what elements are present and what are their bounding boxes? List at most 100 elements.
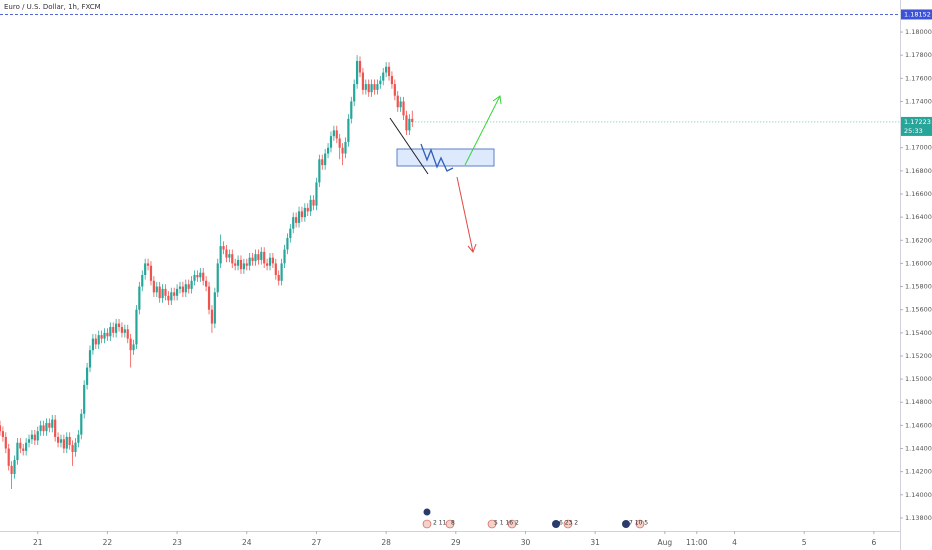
- candle-body: [367, 84, 370, 93]
- candle-body: [277, 274, 280, 281]
- event-icon: [445, 519, 455, 529]
- candle-body: [97, 335, 100, 345]
- candle-body: [51, 419, 54, 428]
- candle-body: [1, 431, 5, 437]
- candle-body: [184, 284, 187, 293]
- candle-body: [239, 259, 243, 270]
- candle-body: [379, 80, 382, 85]
- event-icon: [635, 519, 645, 529]
- candle-body: [329, 136, 333, 148]
- candle-body: [155, 286, 158, 293]
- event-icon: [487, 519, 497, 529]
- event-label: 6 23 2: [559, 520, 578, 527]
- y-tick-label: 1.14000: [905, 491, 932, 499]
- candle-body: [178, 286, 182, 289]
- candle-body: [396, 95, 399, 108]
- event-icon: [423, 508, 431, 516]
- candle-body: [161, 288, 164, 299]
- event-icon: [552, 520, 560, 528]
- candle-body: [129, 338, 132, 351]
- candle-body: [88, 350, 92, 368]
- candle-body: [364, 84, 367, 90]
- candle-body: [30, 434, 34, 440]
- candle-body: [135, 309, 138, 345]
- candle-body: [146, 263, 150, 266]
- candle-body: [205, 280, 208, 287]
- candle-body: [10, 465, 13, 474]
- candle-body: [399, 101, 402, 108]
- event-label: 2 11: [433, 520, 447, 527]
- y-tick-label: 1.17600: [905, 74, 932, 82]
- y-tick-label: 1.16200: [905, 236, 932, 244]
- candle-body: [283, 249, 286, 264]
- price-line-tag: [901, 9, 932, 20]
- candle-body: [68, 436, 71, 446]
- candle-body: [385, 66, 388, 73]
- candle-body: [219, 246, 222, 264]
- candle-body: [382, 72, 385, 81]
- candle-body: [109, 327, 112, 337]
- up-arrow: [464, 95, 501, 166]
- candle-body: [326, 147, 330, 154]
- candle-body: [7, 448, 10, 466]
- candle-body: [225, 249, 228, 258]
- candle-body: [332, 130, 335, 137]
- candle-body: [71, 445, 74, 452]
- candle-body: [236, 259, 240, 266]
- candle-body: [387, 66, 391, 77]
- candle-body: [213, 292, 216, 324]
- candle-body: [16, 442, 19, 461]
- candle-body: [62, 439, 65, 449]
- event-icon: [422, 519, 432, 529]
- candle-body: [39, 425, 42, 432]
- candle-body: [251, 257, 254, 262]
- down-arrow-head: [467, 243, 477, 253]
- candle-body: [25, 442, 28, 451]
- candle-body: [344, 141, 347, 154]
- candle-body: [271, 257, 275, 264]
- candle-body: [280, 263, 283, 281]
- candle-body: [411, 118, 414, 122]
- y-tick-label: 1.14800: [905, 398, 932, 406]
- candle-body: [132, 344, 135, 351]
- y-tick-label: 1.14400: [905, 445, 932, 453]
- candle-body: [126, 329, 129, 339]
- candle-body: [361, 72, 365, 90]
- last-price-label: 1.17223: [904, 118, 931, 126]
- down-arrow: [456, 176, 474, 253]
- candle-body: [45, 423, 48, 432]
- candle-body: [318, 159, 321, 183]
- candle-body: [353, 84, 356, 102]
- candle-body: [303, 207, 306, 218]
- candle-body: [120, 327, 124, 333]
- candle-body: [103, 332, 106, 339]
- candle-body: [324, 153, 327, 166]
- candle-body: [335, 130, 338, 139]
- candle-body: [286, 237, 289, 250]
- candle-body: [306, 207, 309, 212]
- candle-body: [138, 286, 141, 310]
- candle-body: [295, 217, 298, 223]
- candle-body: [22, 448, 25, 451]
- candle-body: [263, 251, 266, 264]
- candle-body: [48, 423, 51, 428]
- y-tick-label: 1.16000: [905, 259, 932, 267]
- candle-body: [144, 263, 147, 275]
- candle-body: [80, 413, 83, 435]
- candle-body: [187, 284, 190, 289]
- candle-body: [83, 384, 86, 414]
- candle-body: [196, 274, 199, 278]
- candle-body: [393, 84, 396, 96]
- candle-body: [289, 228, 292, 238]
- candle-body: [33, 434, 36, 441]
- candle-body: [199, 272, 202, 278]
- y-tick-label: 1.14600: [905, 421, 932, 429]
- candle-body: [405, 115, 408, 131]
- event-icon: [507, 519, 517, 529]
- candle-body: [27, 439, 31, 443]
- x-tick-label: 24: [242, 538, 252, 547]
- x-tick-label: Aug: [658, 538, 673, 547]
- candle-body: [315, 182, 318, 206]
